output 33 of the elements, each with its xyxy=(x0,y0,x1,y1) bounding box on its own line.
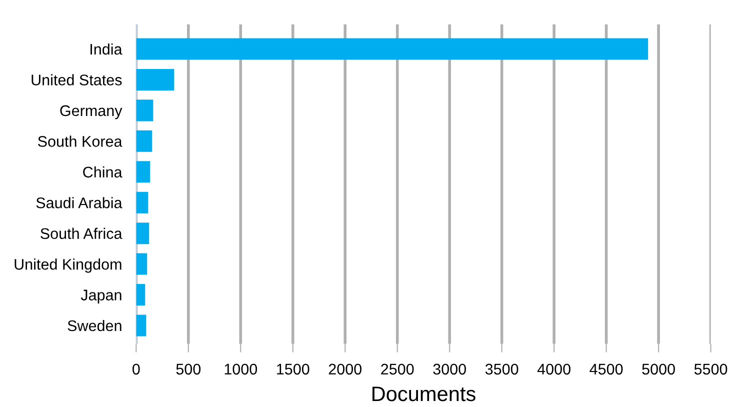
y-tick-label: Sweden xyxy=(68,320,122,332)
y-tick-label: Saudi Arabia xyxy=(36,197,122,208)
bar xyxy=(136,192,148,214)
bar xyxy=(136,100,154,122)
x-tick-label: 3000 xyxy=(433,364,466,375)
x-axis-title: Documents xyxy=(372,386,476,402)
y-tick-label: South Korea xyxy=(38,136,122,147)
y-tick-label: Germany xyxy=(60,105,122,120)
bar xyxy=(136,130,152,152)
bar xyxy=(136,314,146,336)
bar xyxy=(136,161,150,183)
x-tick-label: 500 xyxy=(176,364,201,375)
x-tick-label: 2500 xyxy=(381,364,414,375)
y-tick-label: South Africa xyxy=(40,228,122,240)
bar xyxy=(136,222,150,244)
y-tick-label: Japan xyxy=(80,290,122,304)
bar xyxy=(136,68,174,90)
y-tick-label: United States xyxy=(32,74,122,86)
y-tick-label: United Kingdom xyxy=(14,258,122,273)
x-tick-label: 4500 xyxy=(590,364,623,375)
y-tick-label: China xyxy=(83,166,122,178)
bar xyxy=(136,284,146,306)
y-tick-label: India xyxy=(90,43,122,55)
bar xyxy=(136,38,648,60)
bar xyxy=(136,253,148,275)
x-tick-label: 3500 xyxy=(485,364,518,375)
x-tick-label: 2000 xyxy=(328,364,362,375)
x-tick-label: 5500 xyxy=(694,364,728,375)
x-tick-label: 1500 xyxy=(277,364,310,375)
x-tick-label: 5000 xyxy=(642,364,675,375)
x-tick-label: 1000 xyxy=(224,364,258,375)
x-tick-label: 0 xyxy=(132,364,140,375)
x-tick-label: 4000 xyxy=(537,364,570,375)
